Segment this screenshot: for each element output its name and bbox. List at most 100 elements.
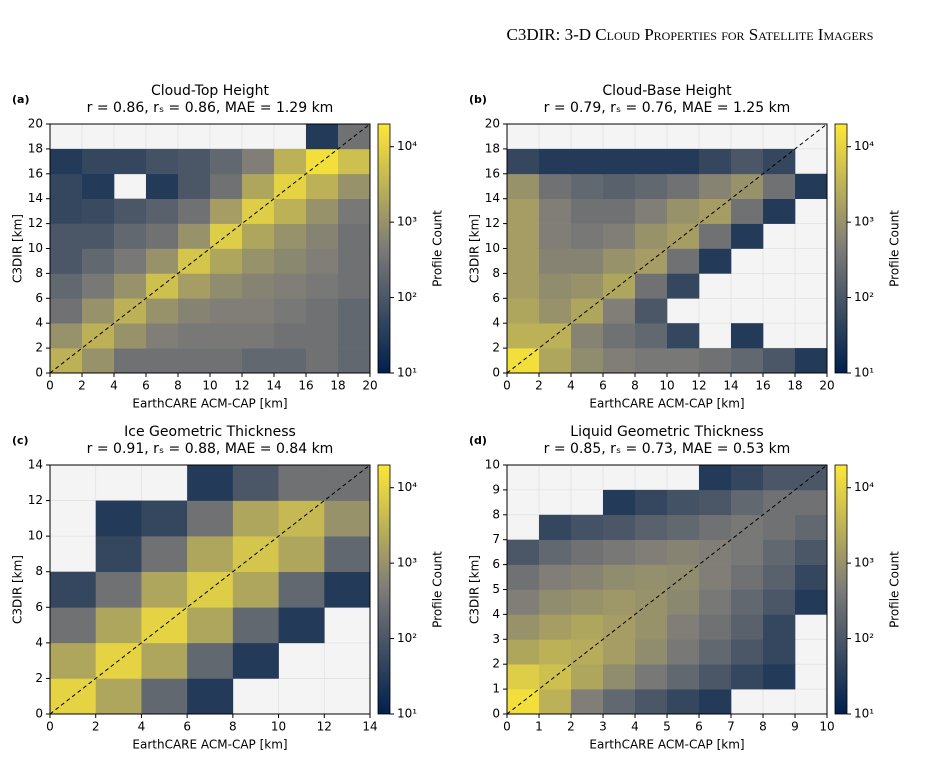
heatmap-cell xyxy=(603,298,636,324)
heatmap-cell xyxy=(667,323,700,349)
heatmap-cell xyxy=(667,173,700,199)
heatmap-cell xyxy=(635,689,668,715)
heatmap-cell xyxy=(539,348,572,374)
heatmap-cell xyxy=(82,148,115,175)
heatmap-cell xyxy=(232,607,279,644)
x-tick-label: 20 xyxy=(362,379,377,393)
heatmap-cell xyxy=(699,198,732,224)
heatmap-cell xyxy=(146,148,179,175)
heatmap-cell xyxy=(667,539,700,565)
heatmap-cell xyxy=(114,348,147,374)
y-tick-label: 8 xyxy=(492,507,500,521)
colorbar-tick-label: 10⁴ xyxy=(854,480,874,494)
heatmap-cell xyxy=(667,223,700,249)
heatmap-cell xyxy=(146,348,179,374)
heatmap-cell xyxy=(699,348,732,374)
chart-subtitle: r = 0.85, rₛ = 0.73, MAE = 0.53 km xyxy=(544,441,791,457)
y-tick-label: 5 xyxy=(492,582,500,596)
x-tick-label: 2 xyxy=(535,379,543,393)
heatmap-cell xyxy=(187,642,234,679)
y-tick-label: 0 xyxy=(492,707,500,721)
heatmap-cell xyxy=(306,323,339,349)
y-axis-label: C3DIR [km] xyxy=(468,214,482,283)
colorbar-label: Profile Count xyxy=(431,210,445,287)
x-tick-label: 18 xyxy=(787,379,802,393)
heatmap-cell xyxy=(114,273,147,299)
y-tick-label: 4 xyxy=(492,316,500,330)
heatmap-cell xyxy=(731,664,764,690)
heatmap-cell xyxy=(306,124,339,150)
x-tick-label: 3 xyxy=(599,720,607,734)
colorbar-tick-label: 10⁴ xyxy=(397,480,417,494)
heatmap-cell xyxy=(571,323,604,349)
heatmap-cell xyxy=(232,642,279,679)
heatmap-cell xyxy=(539,514,572,540)
colorbar-tick-label: 10¹ xyxy=(854,707,874,721)
x-tick-label: 0 xyxy=(46,379,54,393)
heatmap-cell xyxy=(763,198,796,224)
x-tick-label: 8 xyxy=(631,379,639,393)
heatmap-cell xyxy=(795,348,828,374)
heatmap-cell xyxy=(539,589,572,615)
y-tick-label: 18 xyxy=(485,141,500,155)
heatmap-cell xyxy=(146,248,179,274)
heatmap-cell xyxy=(731,589,764,615)
x-tick-label: 2 xyxy=(92,720,100,734)
heatmap-cell xyxy=(338,173,371,199)
heatmap-cell xyxy=(274,348,307,374)
y-tick-label: 16 xyxy=(485,166,500,180)
heatmap-cell xyxy=(603,348,636,374)
heatmap-cell xyxy=(95,571,142,608)
heatmap-cell xyxy=(571,664,604,690)
heatmap-cell xyxy=(187,678,234,715)
heatmap-cell xyxy=(699,564,732,590)
chart-title: Ice Geometric Thickness xyxy=(124,424,296,440)
plot-frame xyxy=(506,464,828,715)
heatmap-cell xyxy=(232,465,279,501)
x-tick-label: 12 xyxy=(691,379,706,393)
heatmap-cell xyxy=(667,589,700,615)
heatmap-cell xyxy=(242,348,275,374)
heatmap-cell xyxy=(114,198,147,224)
heatmap-cell xyxy=(82,223,115,249)
heatmap-cell xyxy=(699,689,732,715)
heatmap-cell xyxy=(338,248,371,274)
heatmap-cell xyxy=(210,223,243,249)
heatmap-cell xyxy=(50,298,83,324)
heatmap-cell xyxy=(50,173,83,199)
x-tick-label: 7 xyxy=(727,720,735,734)
y-tick-label: 10 xyxy=(28,241,43,255)
heatmap-cell xyxy=(539,298,572,324)
heatmap-cell xyxy=(795,589,828,615)
heatmap-cell xyxy=(667,198,700,224)
colorbar-label: Profile Count xyxy=(888,210,902,287)
heatmap-cell xyxy=(667,664,700,690)
heatmap-cell xyxy=(635,348,668,374)
heatmap-cell xyxy=(603,639,636,665)
x-tick-label: 4 xyxy=(110,379,118,393)
heatmap-cell xyxy=(338,348,371,374)
heatmap-cell xyxy=(699,173,732,199)
heatmap-cell xyxy=(82,198,115,224)
heatmap-cell xyxy=(571,223,604,249)
x-tick-label: 20 xyxy=(819,379,834,393)
heatmap-cell xyxy=(667,614,700,640)
y-tick-label: 0 xyxy=(35,366,43,380)
y-tick-label: 4 xyxy=(35,635,43,649)
heatmap-cell xyxy=(571,689,604,715)
x-axis-label: EarthCARE ACM-CAP [km] xyxy=(132,397,287,411)
heatmap-cell xyxy=(603,539,636,565)
heatmap-cell xyxy=(141,536,188,573)
heatmap-cell xyxy=(539,639,572,665)
heatmap-cell xyxy=(507,173,540,199)
heatmap-cell xyxy=(603,589,636,615)
heatmap-cell xyxy=(114,248,147,274)
heatmap-cell xyxy=(324,536,371,573)
heatmap-cell xyxy=(242,198,275,224)
heatmap-cell xyxy=(274,273,307,299)
heatmap-cell xyxy=(507,539,540,565)
colorbar-tick-label: 10² xyxy=(397,290,417,304)
heatmap-cell xyxy=(603,689,636,715)
heatmap-cell xyxy=(507,223,540,249)
